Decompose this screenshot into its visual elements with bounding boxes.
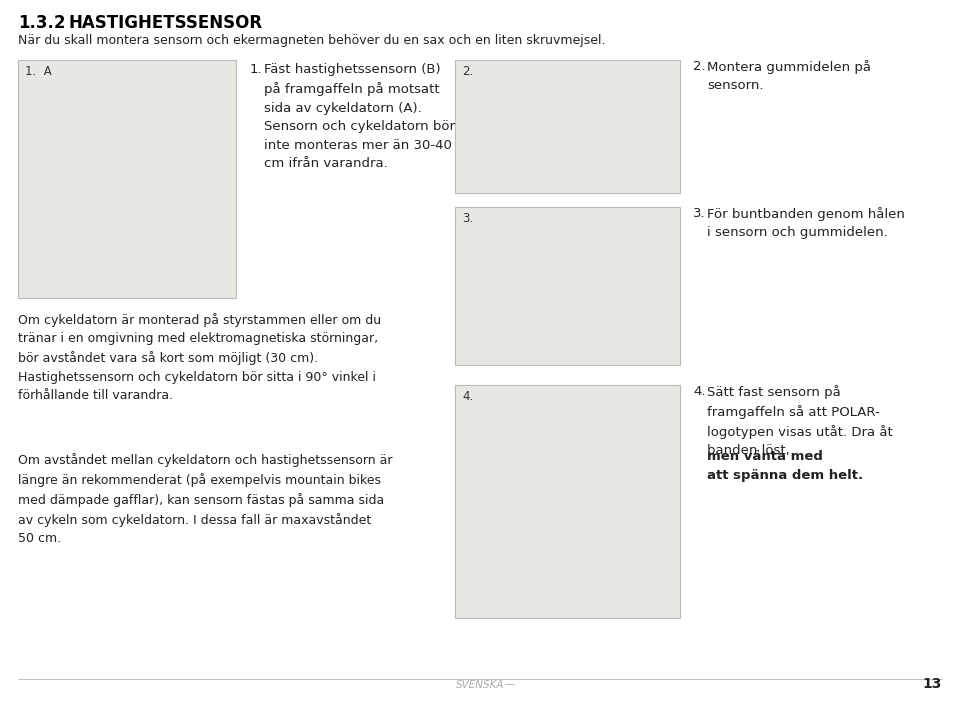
Text: 2.: 2. — [693, 60, 706, 73]
Text: SVENSKA: SVENSKA — [456, 680, 504, 690]
Text: Om avståndet mellan cykeldatorn och hastighetssensorn är
längre än rekommenderat: Om avståndet mellan cykeldatorn och hast… — [18, 453, 393, 546]
Text: 1.3.2: 1.3.2 — [18, 14, 65, 32]
Text: 4.: 4. — [462, 390, 473, 403]
Text: När du skall montera sensorn och ekermagneten behöver du en sax och en liten skr: När du skall montera sensorn och ekermag… — [18, 34, 606, 47]
Text: 1.  A: 1. A — [25, 65, 52, 78]
Text: Sätt fast sensorn på
framgaffeln så att POLAR-
logotypen visas utåt. Dra åt
band: Sätt fast sensorn på framgaffeln så att … — [707, 385, 893, 457]
Text: Montera gummidelen på
sensorn.: Montera gummidelen på sensorn. — [707, 60, 871, 93]
Text: 3.: 3. — [693, 207, 706, 220]
Text: Fäst hastighetssensorn (B)
på framgaffeln på motsatt
sida av cykeldatorn (A).
Se: Fäst hastighetssensorn (B) på framgaffel… — [264, 63, 455, 170]
Text: 13: 13 — [923, 677, 942, 691]
Text: —: — — [505, 679, 516, 689]
Bar — [455, 385, 680, 618]
Text: HASTIGHETSSENSOR: HASTIGHETSSENSOR — [68, 14, 262, 32]
Text: 2.: 2. — [462, 65, 473, 78]
Text: Om cykeldatorn är monterad på styrstammen eller om du
tränar i en omgivning med : Om cykeldatorn är monterad på styrstamme… — [18, 313, 381, 402]
Text: 1.: 1. — [250, 63, 263, 76]
Text: 4.: 4. — [693, 385, 706, 398]
Bar — [455, 60, 680, 193]
Text: 3.: 3. — [462, 212, 473, 225]
Bar — [18, 60, 236, 298]
Text: men vänta med
att spänna dem helt.: men vänta med att spänna dem helt. — [707, 450, 863, 481]
Text: För buntbanden genom hålen
i sensorn och gummidelen.: För buntbanden genom hålen i sensorn och… — [707, 207, 905, 240]
Bar — [455, 207, 680, 365]
